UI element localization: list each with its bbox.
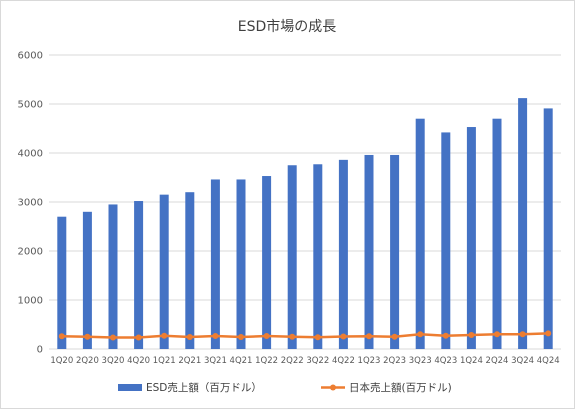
x-tick-label: 1Q22: [255, 356, 278, 366]
gridlines: [49, 54, 561, 350]
x-tick-label: 2Q21: [178, 356, 201, 366]
bar-esd-1Q20: [57, 216, 67, 349]
point-japan-1Q22: [263, 333, 270, 340]
bar-esd-2Q22: [287, 165, 297, 349]
point-japan-4Q22: [340, 333, 347, 340]
bar-esd-3Q24: [518, 98, 528, 350]
point-japan-2Q21: [186, 333, 193, 340]
y-axis-ticks: 0 1000 2000 3000 4000 5000 6000: [18, 51, 43, 356]
bar-esd-1Q22: [262, 176, 272, 349]
point-japan-3Q21: [212, 333, 219, 340]
line-japan: [61, 332, 549, 339]
point-japan-3Q20: [110, 334, 116, 341]
bar-esd-1Q24: [466, 127, 476, 349]
point-japan-4Q20: [135, 334, 142, 341]
point-japan-3Q22: [314, 334, 321, 341]
bar-esd-4Q21: [236, 179, 246, 349]
legend-label-bar: ESD売上額（百万ドル）: [146, 381, 262, 394]
bar-esd-3Q23: [415, 118, 425, 349]
x-tick-label: 2Q23: [383, 356, 406, 366]
point-japan-2Q20: [84, 333, 91, 340]
y-tick-label: 6000: [18, 51, 43, 62]
x-tick-label: 4Q21: [230, 356, 253, 366]
point-japan-4Q21: [238, 333, 244, 340]
bar-esd-3Q20: [108, 204, 118, 349]
x-tick-label: 3Q23: [409, 356, 432, 366]
point-japan-2Q22: [289, 333, 296, 340]
point-japan-1Q20: [58, 333, 65, 340]
bar-esd-2Q20: [82, 211, 92, 349]
legend: ESD売上額（百万ドル） 日本売上額(百万ドル): [118, 381, 452, 394]
x-tick-label: 1Q23: [358, 356, 381, 366]
point-japan-2Q23: [391, 333, 398, 340]
x-tick-label: 2Q24: [486, 356, 509, 366]
bar-esd-1Q21: [159, 194, 169, 349]
x-tick-label: 4Q24: [537, 356, 560, 366]
x-tick-label: 4Q20: [127, 356, 150, 366]
bar-esd-2Q24: [492, 118, 502, 349]
bar-esd-3Q22: [313, 164, 323, 349]
point-japan-3Q23: [417, 331, 424, 338]
bar-esd-4Q20: [134, 201, 144, 349]
y-tick-label: 2000: [18, 247, 43, 258]
x-tick-label: 4Q23: [434, 356, 457, 366]
bar-esd-2Q23: [390, 154, 400, 349]
y-tick-label: 5000: [18, 100, 43, 111]
point-japan-4Q23: [442, 332, 449, 339]
point-japan-3Q24: [519, 331, 526, 338]
legend-swatch-bar: [118, 384, 142, 391]
x-tick-label: 1Q24: [460, 356, 483, 366]
x-tick-label: 3Q24: [511, 356, 534, 366]
bar-esd-4Q23: [441, 132, 451, 349]
x-tick-label: 1Q20: [50, 356, 73, 366]
point-japan-4Q24: [545, 330, 552, 337]
bar-esd-2Q21: [185, 192, 195, 349]
y-tick-label: 0: [37, 345, 43, 356]
y-tick-label: 4000: [18, 149, 43, 160]
bar-esd-1Q23: [364, 154, 374, 349]
point-japan-2Q24: [494, 331, 500, 338]
x-tick-label: 3Q20: [102, 356, 125, 366]
bar-esd-4Q24: [543, 108, 553, 349]
x-tick-label: 4Q22: [332, 356, 355, 366]
x-tick-label: 2Q20: [76, 356, 99, 366]
x-tick-label: 3Q21: [204, 356, 227, 366]
bar-esd-3Q21: [210, 179, 220, 349]
point-japan-1Q24: [468, 332, 475, 339]
bar-esd-4Q22: [338, 159, 348, 349]
x-tick-label: 1Q21: [153, 356, 176, 366]
line-series: [58, 330, 552, 341]
legend-label-line: 日本売上額(百万ドル): [349, 381, 452, 394]
y-tick-label: 1000: [18, 296, 43, 307]
x-axis-ticks: 1Q20 2Q20 3Q20 4Q20 1Q21 2Q21 3Q21 4Q21 1Q22 2Q22…: [50, 356, 559, 366]
bar-series: [57, 98, 553, 350]
chart-title: ESD市場の成長: [238, 18, 337, 35]
x-tick-label: 2Q22: [281, 356, 304, 366]
x-tick-label: 3Q22: [306, 356, 329, 366]
legend-swatch-marker: [330, 384, 336, 391]
point-japan-1Q21: [161, 332, 168, 339]
point-japan-1Q23: [366, 333, 372, 340]
y-tick-label: 3000: [18, 198, 43, 209]
